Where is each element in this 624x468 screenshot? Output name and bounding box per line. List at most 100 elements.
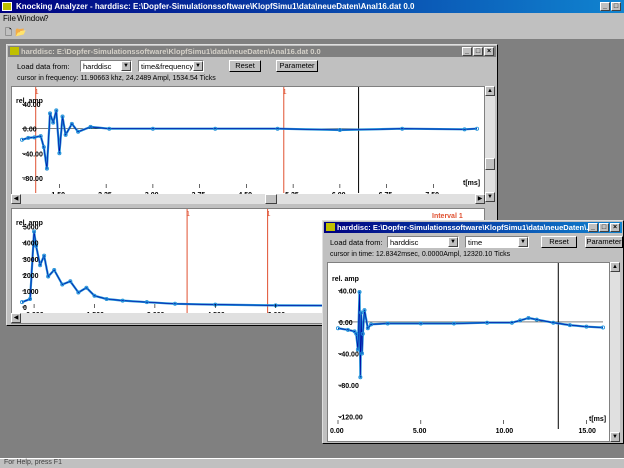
data-point [32,229,37,234]
data-point [354,331,359,336]
scroll-up-icon[interactable]: ▲ [485,86,495,96]
y-axis-label: rel. amp [16,98,43,105]
signal-line [337,290,604,379]
scroll-left-icon[interactable]: ◀ [11,194,21,204]
parameter-button[interactable]: Parameter [585,236,623,248]
y-tick-label: 0.00 [23,127,37,134]
horizontal-scrollbar[interactable]: ◀ [11,313,331,323]
time-plot[interactable]: 40.000.00-40.00-80.001.502.253.003.754.5… [11,86,485,202]
menu-bar: File Window ? [0,13,624,25]
data-point [63,132,68,137]
minimize-icon[interactable]: _ [588,223,598,232]
window2-title-bar: harddisc: E:\Dopfer-Simulationssoftware\… [324,222,622,233]
data-point [337,127,342,132]
source-select[interactable]: harddisc ▼ [387,236,459,248]
data-point [76,290,81,295]
load-data-label: Load data from: [330,238,383,247]
signal-line-core [21,110,478,169]
new-file-icon[interactable]: 🗋 [4,27,13,37]
time-chart: 40.00 0.00 -40.00 -80.00 -120.00 0.00 5.00 10.0… [330,263,606,435]
y-tick-label: -80.00 [23,176,43,183]
reset-button[interactable]: Reset [541,236,577,248]
maximize-icon[interactable]: □ [473,47,483,56]
menu-file[interactable]: File [3,14,16,23]
data-point [44,166,49,171]
y-tick-label: 5000 [23,225,39,232]
data-point [526,316,531,321]
x-tick-label: 10.00 [496,428,514,435]
x-tick-label: 15.00 [578,428,596,435]
data-point [451,321,456,326]
scroll-thumb[interactable] [265,194,277,204]
source-select[interactable]: harddisc ▼ [80,60,132,72]
x-tick-label: 0.00 [330,428,344,435]
chevron-down-icon[interactable]: ▼ [193,61,203,71]
y-tick-label: 40.00 [339,288,357,295]
minimize-icon[interactable]: _ [462,47,472,56]
scroll-down-icon[interactable]: ▼ [610,432,620,442]
window1-title: harddisc: E:\Dopfer-Simulationssoftware\… [21,47,321,56]
data-point [345,327,350,332]
data-point [42,253,47,258]
data-point [46,274,51,279]
y-axis-label: rel. amp [16,220,43,227]
data-point [150,126,155,131]
data-point [485,320,490,325]
data-point [584,324,589,329]
mode-select[interactable]: time ▼ [465,236,529,248]
maximize-icon[interactable]: □ [611,2,621,11]
data-point [509,320,514,325]
data-point [518,318,523,323]
scroll-up-icon[interactable]: ▲ [610,262,620,272]
window-icon [326,223,335,231]
data-point [120,298,125,303]
data-point [60,282,65,287]
analysis-window-1: harddisc: E:\Dopfer-Simulationssoftware\… [6,44,498,326]
data-point [60,114,65,119]
data-point [41,145,46,150]
data-point [76,129,81,134]
x-tick-label: 5.00 [413,428,427,435]
data-point [48,111,53,116]
time-plot[interactable]: 40.00 0.00 -40.00 -80.00 -120.00 0.00 5.00 10.0… [327,262,610,442]
x-axis-unit: t[ms] [463,180,480,187]
maximize-icon[interactable]: □ [599,223,609,232]
data-point [69,121,74,126]
data-point [38,263,43,268]
data-point [19,137,24,142]
close-icon[interactable]: × [484,47,494,56]
cursor-marker-label: 1 [35,89,39,96]
parameter-button[interactable]: Parameter [276,60,318,72]
y-tick-label: 40.00 [23,102,41,109]
app-title-bar: Knocking Analyzer - harddisc: E:\Dopfer-… [0,0,624,13]
menu-help[interactable]: ? [44,14,49,23]
signal-line-core [337,291,604,378]
scroll-right-icon[interactable]: ▶ [475,194,485,204]
data-point [418,321,423,326]
scroll-down-icon[interactable]: ▼ [485,192,495,202]
chevron-down-icon[interactable]: ▼ [121,61,131,71]
data-point [567,323,572,328]
minimize-icon[interactable]: _ [600,2,610,11]
data-point [26,135,31,140]
data-point [275,126,280,131]
close-icon[interactable]: × [610,223,620,232]
chevron-down-icon[interactable]: ▼ [518,237,528,247]
menu-window[interactable]: Window [17,14,46,23]
chevron-down-icon[interactable]: ▼ [448,237,458,247]
y-tick-label: 0 [23,305,27,312]
mode-select[interactable]: time&frequency ▼ [138,60,204,72]
cursor-info: cursor in time: 12.8342msec, 0.0000Ampl,… [330,251,511,258]
data-point [362,308,367,313]
data-point [19,300,24,305]
data-point [52,268,57,273]
scroll-left-icon[interactable]: ◀ [11,313,21,323]
vertical-scrollbar[interactable]: ▲ ▼ [485,86,495,202]
data-point [68,279,73,284]
x-axis-unit: t[ms] [589,416,606,423]
horizontal-scrollbar[interactable]: ◀ ▶ [11,194,485,204]
reset-button[interactable]: Reset [229,60,261,72]
scroll-thumb[interactable] [485,158,495,170]
open-folder-icon[interactable]: 📂 [15,27,27,37]
vertical-scrollbar[interactable]: ▲ ▼ [610,262,620,442]
